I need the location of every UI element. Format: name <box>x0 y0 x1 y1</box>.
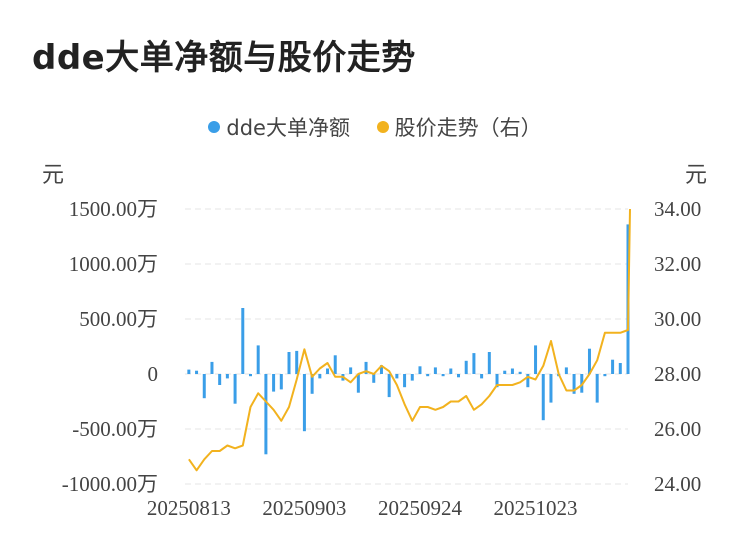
bar <box>510 368 514 374</box>
right-tick-label: 34.00 <box>654 197 701 221</box>
left-tick-label: 1000.00万 <box>69 252 158 276</box>
bar <box>210 361 214 374</box>
bar <box>279 374 283 390</box>
bar <box>441 374 445 377</box>
bar <box>541 374 545 421</box>
bar <box>364 361 368 374</box>
left-tick-label: 1500.00万 <box>69 197 158 221</box>
bar <box>464 360 468 374</box>
left-axis-unit: 元 <box>42 163 65 188</box>
bar <box>487 352 491 374</box>
bar <box>318 374 322 379</box>
bar <box>372 374 376 383</box>
bar <box>534 345 538 374</box>
bar <box>202 374 206 399</box>
bar <box>195 370 199 374</box>
right-tick-label: 30.00 <box>654 307 701 331</box>
bar <box>287 352 291 374</box>
right-tick-label: 28.00 <box>654 362 701 386</box>
bar <box>356 374 360 393</box>
bar <box>603 374 607 377</box>
bar <box>503 370 507 374</box>
bar <box>472 353 476 374</box>
legend: dde大单净额 股价走势（右） <box>0 112 750 142</box>
bar <box>333 355 337 374</box>
bar <box>618 363 622 374</box>
left-tick-label: -1000.00万 <box>62 472 158 496</box>
right-tick-label: 32.00 <box>654 252 701 276</box>
bar <box>302 374 306 432</box>
price-line <box>188 208 631 472</box>
bar <box>264 374 268 455</box>
bar <box>495 374 499 388</box>
x-tick-label: 20251023 <box>494 496 578 520</box>
bar <box>549 374 553 403</box>
chart-title: dde大单净额与股价走势 <box>32 38 416 78</box>
bar <box>349 367 353 374</box>
bar <box>449 368 453 374</box>
bar <box>611 359 615 374</box>
bar <box>225 374 229 379</box>
x-tick-label: 20250813 <box>147 496 231 520</box>
legend-item-dde[interactable]: dde大单净额 <box>208 112 350 142</box>
bar <box>457 374 461 378</box>
bar <box>326 368 330 374</box>
right-tick-label: 26.00 <box>654 417 701 441</box>
bar <box>518 371 522 374</box>
bar <box>410 374 414 381</box>
bar <box>526 374 530 388</box>
x-tick-label: 20250924 <box>378 496 463 520</box>
bar <box>595 374 599 403</box>
bar <box>572 374 576 394</box>
bar <box>587 348 591 374</box>
bar <box>310 374 314 394</box>
bar <box>564 367 568 374</box>
legend-item-price[interactable]: 股价走势（右） <box>376 112 542 142</box>
bar <box>387 374 391 398</box>
x-tick-label: 20250903 <box>262 496 346 520</box>
bar <box>433 367 437 374</box>
bar <box>379 365 383 374</box>
right-tick-label: 24.00 <box>654 472 701 496</box>
bar <box>403 374 407 388</box>
bar <box>295 350 299 374</box>
right-axis-unit: 元 <box>685 163 708 188</box>
bar <box>418 366 422 374</box>
bar <box>233 374 237 404</box>
bar <box>480 374 484 379</box>
left-tick-label: 0 <box>148 362 159 386</box>
bar <box>395 374 399 379</box>
left-tick-label: 500.00万 <box>79 307 158 331</box>
bar <box>248 374 252 377</box>
bar <box>218 374 222 385</box>
bar <box>272 374 276 392</box>
bar <box>426 374 430 377</box>
bar <box>187 369 191 374</box>
legend-label-price: 股价走势（右） <box>394 116 542 140</box>
legend-dot-price-icon <box>376 121 389 133</box>
bar <box>256 345 260 374</box>
left-tick-label: -500.00万 <box>72 417 158 441</box>
legend-label-dde: dde大单净额 <box>226 116 350 140</box>
legend-dot-dde-icon <box>208 121 221 133</box>
bar <box>241 308 245 374</box>
